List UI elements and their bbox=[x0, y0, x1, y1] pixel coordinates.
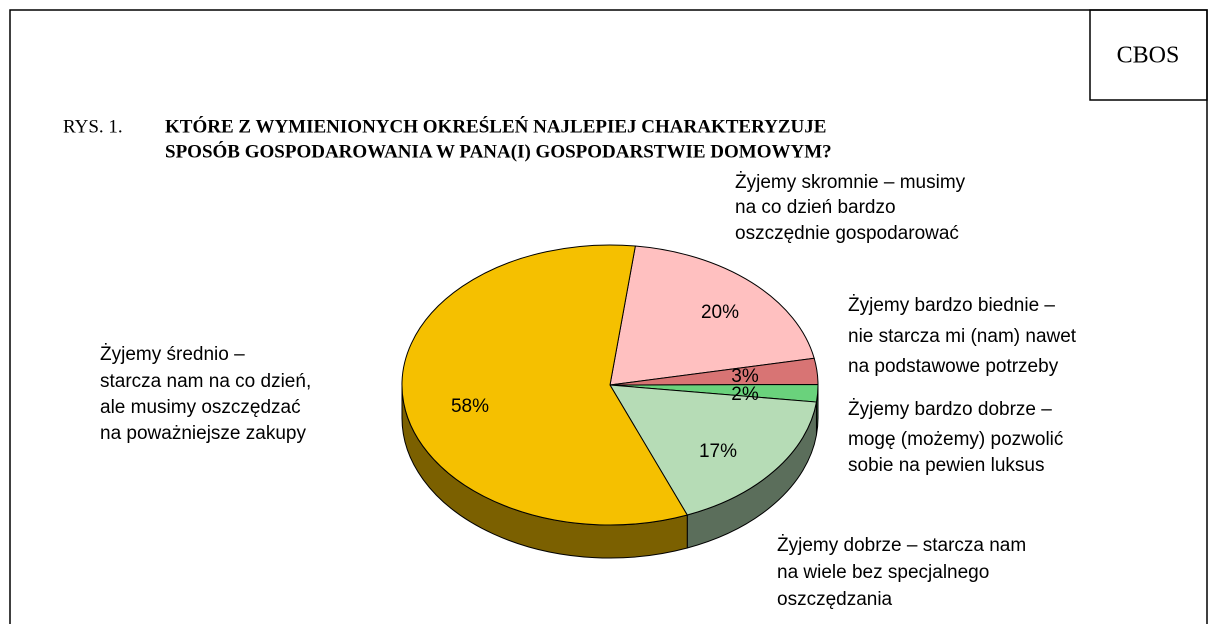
chart-title: SPOSÓB GOSPODAROWANIA W PANA(I) GOSPODAR… bbox=[165, 140, 832, 162]
slice bbox=[609, 245, 815, 386]
chart-title: KTÓRE Z WYMIENIONYCH OKREŚLEŃ NAJLEPIEJ … bbox=[165, 115, 826, 137]
category-label: na poważniejsze zakupy bbox=[100, 423, 306, 444]
category-label: nie starcza mi (nam) nawet bbox=[848, 326, 1077, 347]
data-label: 2% bbox=[731, 384, 759, 405]
category-label: oszczędnie gospodarować bbox=[735, 223, 959, 244]
category-label: Żyjemy dobrze – starcza nam bbox=[777, 535, 1026, 556]
data-label: 17% bbox=[699, 441, 737, 462]
category-label: Żyjemy bardzo biednie – bbox=[848, 295, 1055, 316]
category-label: starcza nam na co dzień, bbox=[100, 371, 311, 392]
figure-label: RYS. 1. bbox=[63, 116, 123, 137]
category-label: Żyjemy skromnie – musimy bbox=[735, 172, 966, 193]
category-label: ale musimy oszczędzać bbox=[100, 397, 301, 418]
data-label: 58% bbox=[451, 396, 489, 417]
source-box bbox=[1089, 9, 1208, 101]
category-label: mogę (możemy) pozwolić bbox=[848, 429, 1063, 450]
slice bbox=[401, 244, 689, 526]
category-label: na wiele bez specjalnego bbox=[777, 562, 989, 583]
category-label: na co dzień bardzo bbox=[735, 197, 896, 218]
source: CBOS bbox=[1117, 43, 1180, 69]
category-label: sobie na pewien luksus bbox=[848, 455, 1044, 476]
category-label: na podstawowe potrzeby bbox=[848, 356, 1059, 377]
category-label: oszczędzania bbox=[777, 589, 893, 610]
category-label: Żyjemy bardzo dobrze – bbox=[848, 399, 1052, 420]
data-label: 3% bbox=[731, 366, 759, 387]
slice bbox=[609, 384, 818, 516]
data-label: 20% bbox=[701, 302, 739, 323]
category-label: Żyjemy średnio – bbox=[100, 344, 245, 365]
frame bbox=[9, 9, 1208, 624]
